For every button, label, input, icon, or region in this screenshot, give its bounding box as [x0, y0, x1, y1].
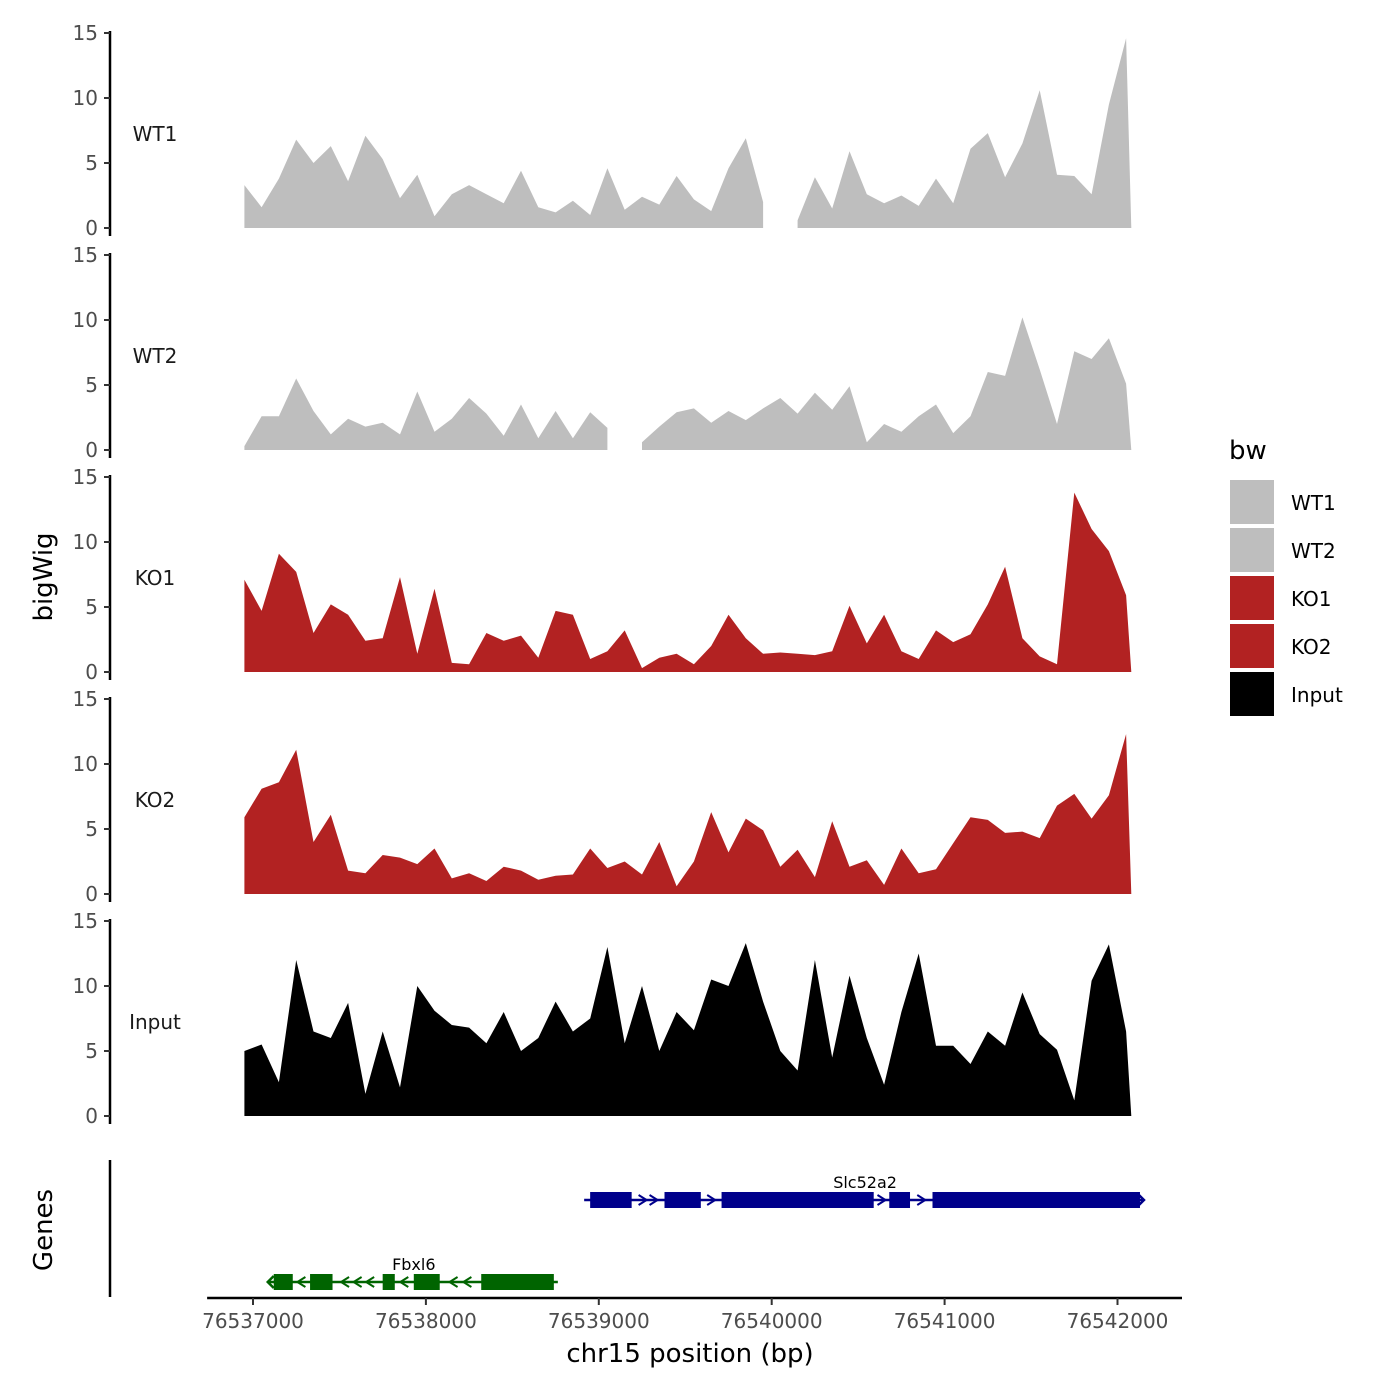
strand-end-arrow: [265, 1275, 275, 1289]
y-tick-label: 0: [85, 438, 98, 462]
strand-arrow: [461, 1276, 472, 1288]
y-tick-label: 5: [85, 1039, 98, 1063]
track-label-wt1: WT1: [133, 122, 178, 146]
area-wt1: [244, 38, 1132, 229]
x-tick-label: 76542000: [1067, 1309, 1169, 1333]
strand-arrow: [398, 1276, 409, 1288]
strand-arrow: [447, 1276, 459, 1288]
area-ko1: [244, 492, 1132, 672]
x-axis-title: chr15 position (bp): [566, 1339, 813, 1369]
coverage-tracks: WT1 WT2 KO1 KO2 Input: [129, 38, 1132, 1116]
y-tick-label: 5: [85, 373, 98, 397]
x-tick-label: 76541000: [894, 1309, 996, 1333]
y-tick-label: 15: [73, 243, 98, 267]
track-label-ko2: KO2: [135, 788, 176, 812]
exon-fbxl6: [481, 1274, 554, 1290]
track-label-input: Input: [129, 1010, 181, 1034]
legend: bw WT1 WT2 KO1 KO2 Input: [1229, 436, 1343, 716]
y-tick-label: 15: [73, 465, 98, 489]
strand-arrow: [339, 1276, 350, 1288]
x-tick-label: 76537000: [202, 1309, 304, 1333]
strand-arrow: [638, 1194, 649, 1206]
track-y-axes: 0 5 10 15 0 5 10 15 0 5 10 15 0 5 10 15 0 5 10 15: [73, 21, 112, 1128]
legend-key-ko1: [1230, 576, 1274, 620]
strand-arrow: [706, 1194, 718, 1206]
strand-arrow: [916, 1194, 928, 1206]
legend-label-ko1: KO1: [1291, 587, 1332, 611]
y-tick-label: 5: [85, 151, 98, 175]
exon-slc52a2: [721, 1192, 874, 1208]
y-tick-label: 0: [85, 882, 98, 906]
exon-slc52a2: [889, 1192, 911, 1208]
x-tick-label: 76539000: [548, 1309, 650, 1333]
exon-fbxl6: [310, 1274, 333, 1290]
y-tick-label: 10: [73, 530, 98, 554]
y-tick-label: 15: [73, 21, 98, 45]
legend-key-wt2: [1230, 528, 1274, 572]
track-label-ko1: KO1: [135, 566, 176, 590]
gene-label-fbxl6: Fbxl6: [392, 1255, 435, 1274]
y-tick-label: 15: [73, 909, 98, 933]
exon-slc52a2: [664, 1192, 701, 1208]
y-tick-label: 10: [73, 752, 98, 776]
strand-arrow: [364, 1276, 375, 1288]
legend-title: bw: [1229, 436, 1267, 466]
y-tick-label: 10: [73, 86, 98, 110]
legend-key-ko2: [1230, 624, 1274, 668]
exon-fbxl6: [382, 1274, 395, 1290]
y-tick-label: 5: [85, 817, 98, 841]
x-tick-label: 76538000: [375, 1309, 477, 1333]
x-tick-label: 76540000: [721, 1309, 823, 1333]
y-tick-label: 0: [85, 1104, 98, 1128]
legend-label-wt1: WT1: [1291, 491, 1336, 515]
legend-label-wt2: WT2: [1291, 539, 1336, 563]
area-wt2: [244, 317, 1132, 450]
strand-end-arrow: [1137, 1193, 1146, 1207]
strand-arrow: [351, 1276, 363, 1288]
legend-label-ko2: KO2: [1291, 635, 1332, 659]
y-axis-title: bigWig: [29, 532, 59, 621]
area-input: [244, 943, 1132, 1116]
y-tick-label: 15: [73, 687, 98, 711]
exon-fbxl6: [413, 1274, 440, 1290]
gene-label-slc52a2: Slc52a2: [833, 1173, 897, 1192]
y-tick-label: 10: [73, 974, 98, 998]
legend-key-wt1: [1230, 480, 1274, 524]
strand-arrow: [876, 1194, 888, 1206]
legend-key-input: [1230, 672, 1274, 716]
exon-slc52a2: [590, 1192, 632, 1208]
x-axis: 76537000 76538000 76539000 76540000 76541000…: [202, 1296, 1182, 1333]
area-ko2: [244, 734, 1132, 894]
y-tick-label: 0: [85, 216, 98, 240]
strand-arrow: [649, 1194, 660, 1206]
genes-panel: Fbxl6 Slc52a2: [108, 1160, 1146, 1297]
legend-label-input: Input: [1291, 683, 1343, 707]
genes-axis-title: Genes: [29, 1189, 59, 1271]
exon-fbxl6: [273, 1274, 293, 1290]
y-tick-label: 0: [85, 660, 98, 684]
exon-slc52a2: [932, 1192, 1140, 1208]
y-tick-label: 5: [85, 595, 98, 619]
strand-arrow: [295, 1276, 306, 1288]
track-label-wt2: WT2: [133, 344, 178, 368]
y-tick-label: 10: [73, 308, 98, 332]
